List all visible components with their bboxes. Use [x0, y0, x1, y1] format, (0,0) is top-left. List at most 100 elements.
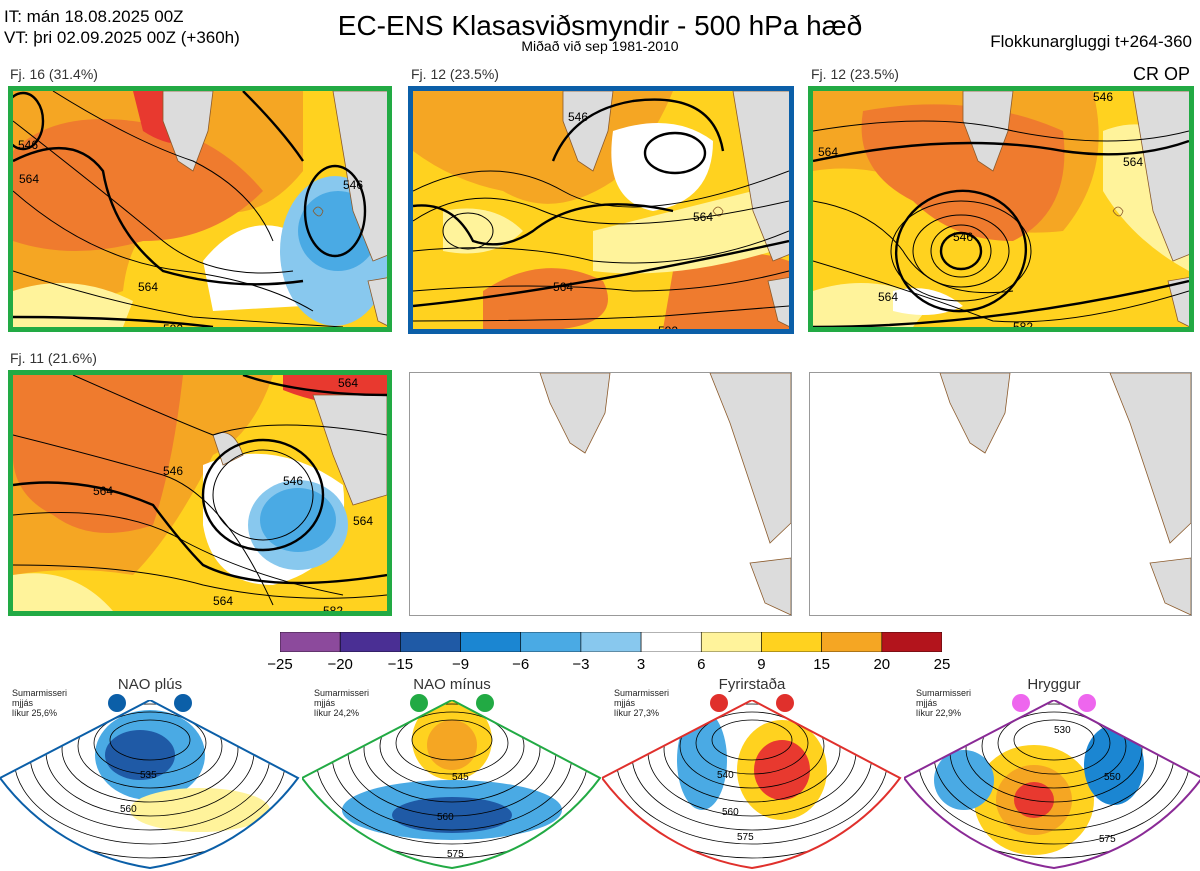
panel-2-contour-label: 582: [658, 324, 678, 329]
colorbar-segment: [700, 631, 762, 653]
cluster-panel-1: 546 564 564 582 546: [8, 86, 392, 332]
header-info: IT: mán 18.08.2025 00Z VT: þri 02.09.202…: [4, 6, 240, 48]
colorbar-svg: [279, 631, 943, 653]
regime-title: Hryggur: [1027, 676, 1081, 693]
regime-marker-dot: [1012, 694, 1030, 712]
panel-3-contour-label: 546: [953, 230, 973, 244]
panel-1-label: Fj. 16 (31.4%): [10, 66, 98, 82]
panel-2-contour-label: 564: [693, 210, 713, 224]
regime-marker-dot: [710, 694, 728, 712]
colorbar-segment: [400, 631, 461, 653]
panel-3-contour-label: 546: [1093, 91, 1113, 104]
regime-text-line: líkur 24,2%: [314, 708, 360, 718]
regime-contour-label: 575: [1099, 834, 1116, 845]
regime-contour-label: 560: [722, 807, 739, 818]
colorbar-segment: [279, 631, 341, 653]
init-time: IT: mán 18.08.2025 00Z: [4, 7, 184, 26]
regime-marker-dot: [410, 694, 428, 712]
colorbar-tick-label: −6: [512, 656, 530, 673]
regime-text-line: mjjás: [314, 698, 336, 708]
colorbar: [279, 631, 943, 653]
panel-2-label: Fj. 12 (23.5%): [411, 66, 499, 82]
cluster-panel-2: 564 546 564 582: [408, 86, 794, 334]
regime-contour-label: 575: [447, 849, 464, 860]
empty-map-panel-2: [809, 372, 1192, 616]
regime-marker-dot: [476, 694, 494, 712]
regime-map: 530 550 575: [904, 700, 1200, 870]
panel-3-contour-label: 564: [878, 290, 898, 304]
regime-contour-label: 550: [1104, 772, 1121, 783]
regime-contour-label: 560: [437, 812, 454, 823]
colorbar-segment: [460, 631, 522, 653]
panel-4-contour-label: 582: [323, 604, 343, 611]
panel-4-contour-label: 564: [353, 514, 373, 528]
regime-title: Fyrirstaða: [718, 676, 786, 693]
colorbar-segment: [821, 631, 883, 653]
colorbar-tick-label: 3: [636, 656, 646, 673]
colorbar-tick-label: 15: [813, 656, 830, 673]
regime-contour-label: 575: [737, 832, 754, 843]
cluster-panel-3: 564 564 546 564 582 546: [808, 86, 1194, 332]
panel-3-contour-label: 564: [1123, 155, 1143, 169]
colorbar-tick-label: 9: [757, 656, 766, 673]
panel-4-contour-label: 564: [213, 594, 233, 608]
panel-1-contour-label: 564: [19, 172, 39, 186]
regime-contour-label: 535: [140, 770, 157, 781]
regime-contour-label: 540: [717, 770, 734, 781]
panel-1-contour-label: 546: [343, 178, 363, 192]
regime-info: Sumarmisseri mjjás líkur 22,9%: [916, 688, 971, 718]
colorbar-tick-label: 25: [933, 656, 951, 673]
panel-2-contour-label: 564: [553, 280, 573, 294]
regime-title: NAO plús: [117, 676, 183, 693]
regime-marker-dot: [174, 694, 192, 712]
page-title: EC-ENS Klasasviðsmyndir - 500 hPa hæð: [337, 10, 863, 41]
classification-window: Flokkunargluggi t+264-360: [990, 32, 1192, 51]
regime-info: Sumarmisseri mjjás líkur 27,3%: [614, 688, 669, 718]
panel-3-label: Fj. 12 (23.5%): [811, 66, 899, 82]
regime-text-line: mjjás: [916, 698, 938, 708]
panel-4-contour-label: 546: [283, 474, 303, 488]
regime-info: Sumarmisseri mjjás líkur 24,2%: [314, 688, 369, 718]
panel-2-contour-label: 546: [568, 110, 588, 124]
colorbar-tick-label: 20: [873, 656, 891, 673]
panel-1-contour-label: 546: [18, 138, 38, 152]
regime-text-line: mjjás: [12, 698, 34, 708]
regime-contour-label: 545: [452, 772, 469, 783]
panel-1-contour-label: 564: [138, 280, 158, 294]
regime-text-line: líkur 22,9%: [916, 708, 962, 718]
panel-3-contour-label: 582: [1013, 320, 1033, 327]
colorbar-tick-label: −15: [387, 656, 414, 673]
colorbar-tick-label: −20: [327, 656, 353, 673]
regime-marker-dot: [1078, 694, 1096, 712]
regime-text-line: líkur 27,3%: [614, 708, 660, 718]
page-subtitle: Miðað við sep 1981-2010: [521, 38, 679, 54]
colorbar-segment: [881, 631, 943, 653]
regime-info: Sumarmisseri mjjás líkur 25,6%: [12, 688, 67, 718]
colorbar-segment: [339, 631, 401, 653]
valid-time: VT: þri 02.09.2025 00Z (+360h): [4, 28, 240, 47]
regime-marker-dot: [776, 694, 794, 712]
colorbar-segment: [640, 631, 702, 653]
colorbar-segment: [520, 631, 582, 653]
regime-text-line: Sumarmisseri: [12, 688, 68, 698]
regime-map: 535 560: [0, 700, 300, 870]
regime-title: NAO mínus: [413, 676, 491, 693]
panel-3-contour-label: 564: [818, 145, 838, 159]
panel-4-contour-label: 564: [338, 376, 358, 390]
regime-marker-dot: [108, 694, 126, 712]
regime-map: 545 560 575: [302, 700, 602, 870]
cluster-panel-4: 564 564 546 564 582 564 546: [8, 370, 392, 616]
cr-op-label: CR OP: [1132, 64, 1190, 84]
regime-text-line: líkur 25,6%: [12, 708, 58, 718]
regime-text-line: Sumarmisseri: [314, 688, 370, 698]
regime-text-line: Sumarmisseri: [614, 688, 670, 698]
regime-text-line: Sumarmisseri: [916, 688, 972, 698]
colorbar-segment: [761, 631, 822, 653]
colorbar-tick-label: 6: [697, 656, 706, 673]
panel-4-contour-label: 564: [93, 484, 113, 498]
regime-text-line: mjjás: [614, 698, 636, 708]
panel-4-label: Fj. 11 (21.6%): [10, 350, 97, 366]
panel-1-contour-label: 582: [163, 322, 183, 327]
panel-4-contour-label: 546: [163, 464, 183, 478]
colorbar-tick-label: −9: [451, 656, 470, 673]
